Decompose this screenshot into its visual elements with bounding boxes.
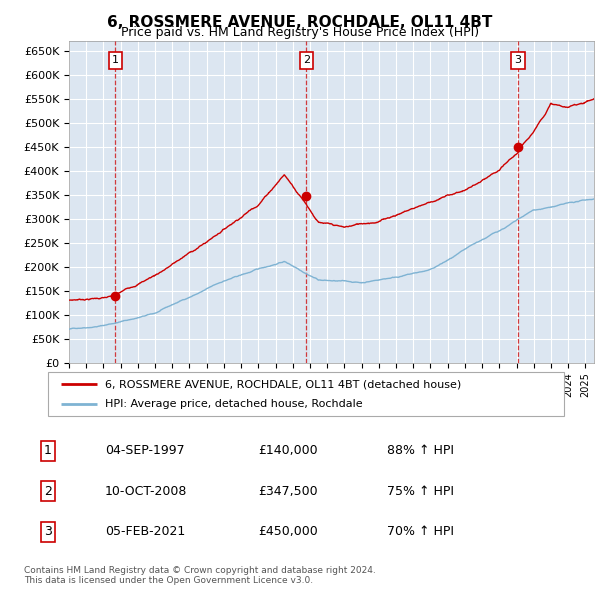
Text: 88% ↑ HPI: 88% ↑ HPI — [387, 444, 454, 457]
Text: 04-SEP-1997: 04-SEP-1997 — [105, 444, 185, 457]
Text: 2: 2 — [302, 55, 310, 65]
Text: 1: 1 — [44, 444, 52, 457]
Text: 05-FEB-2021: 05-FEB-2021 — [105, 525, 185, 538]
Text: 6, ROSSMERE AVENUE, ROCHDALE, OL11 4BT: 6, ROSSMERE AVENUE, ROCHDALE, OL11 4BT — [107, 15, 493, 30]
Text: HPI: Average price, detached house, Rochdale: HPI: Average price, detached house, Roch… — [105, 399, 362, 408]
Text: £140,000: £140,000 — [259, 444, 318, 457]
Text: 75% ↑ HPI: 75% ↑ HPI — [387, 484, 454, 498]
Text: Price paid vs. HM Land Registry's House Price Index (HPI): Price paid vs. HM Land Registry's House … — [121, 26, 479, 39]
Text: 1: 1 — [112, 55, 119, 65]
Text: 3: 3 — [44, 525, 52, 538]
Text: 6, ROSSMERE AVENUE, ROCHDALE, OL11 4BT (detached house): 6, ROSSMERE AVENUE, ROCHDALE, OL11 4BT (… — [105, 379, 461, 389]
Text: £450,000: £450,000 — [259, 525, 318, 538]
Text: 10-OCT-2008: 10-OCT-2008 — [105, 484, 187, 498]
Text: 2: 2 — [44, 484, 52, 498]
Text: Contains HM Land Registry data © Crown copyright and database right 2024.
This d: Contains HM Land Registry data © Crown c… — [24, 566, 376, 585]
Text: 70% ↑ HPI: 70% ↑ HPI — [387, 525, 454, 538]
Text: £347,500: £347,500 — [259, 484, 318, 498]
Text: 3: 3 — [515, 55, 521, 65]
